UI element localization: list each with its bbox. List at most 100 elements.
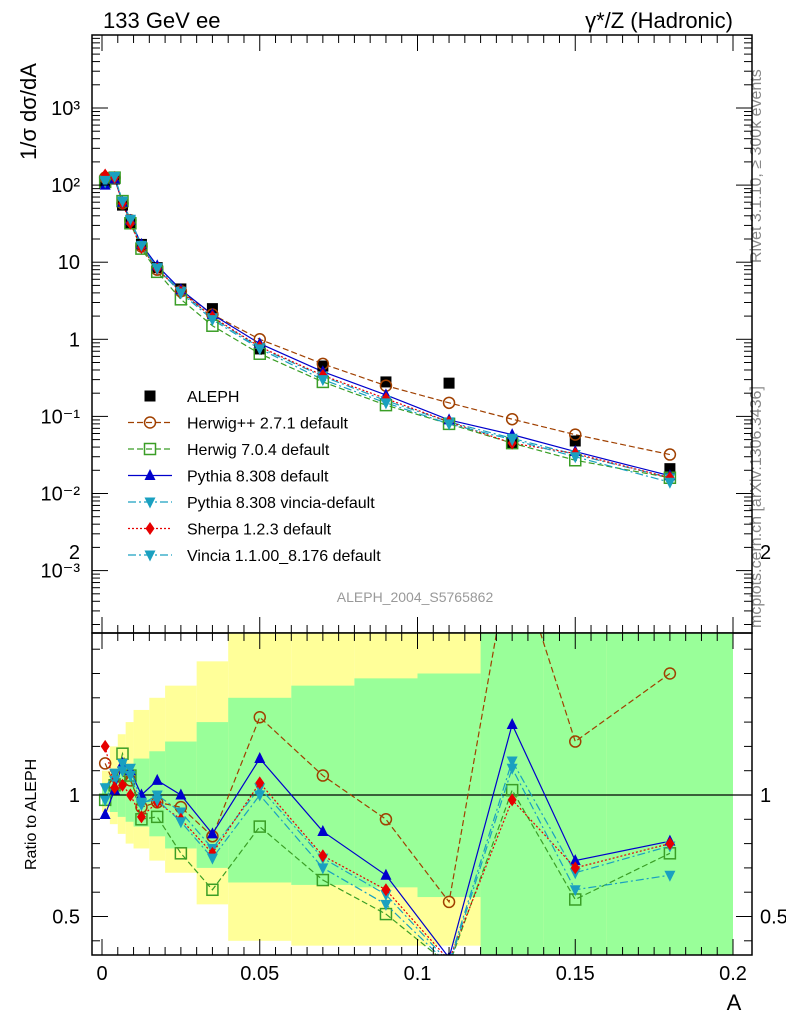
- ratio-series-point: [379, 813, 393, 826]
- data-point: [317, 375, 329, 387]
- ratio-series-point: [206, 883, 219, 897]
- ratio-series-point: [253, 710, 266, 724]
- ratio-y-tick-label-right: 2: [760, 542, 771, 564]
- legend-marker: [143, 416, 157, 429]
- ratio-series-point: [254, 790, 266, 802]
- data-point: [443, 377, 455, 389]
- ratio-series-point: [206, 853, 218, 865]
- legend-label: Pythia 8.308 vincia-default: [187, 495, 375, 512]
- x-tick-label: 0.05: [240, 963, 279, 985]
- legend-marker: [143, 442, 157, 456]
- ratio-series-point: [444, 958, 455, 969]
- rivet-version-label: Rivet 3.1.10, ≥ 300k events: [748, 69, 765, 263]
- main-frame: [91, 34, 753, 634]
- data-point: [151, 263, 163, 275]
- main-y-axis-label: 1/σ dσ/dA: [16, 63, 41, 160]
- ratio-series-point: [316, 769, 330, 782]
- ratio-series-point: [506, 763, 518, 775]
- ratio-series-point: [117, 758, 129, 770]
- data-point: [206, 315, 218, 327]
- uncertainty-band-green: [417, 673, 481, 898]
- uncertainty-band-green: [117, 770, 126, 817]
- ratio-series-point: [174, 847, 188, 860]
- ratio-series-point: [442, 895, 456, 909]
- ratio-series-point: [381, 883, 391, 897]
- data-point: [443, 419, 455, 431]
- ratio-series-point: [98, 757, 112, 770]
- ratio-series-point: [665, 837, 675, 851]
- ratio-series-point: [380, 899, 392, 911]
- ratio-series-point: [151, 795, 163, 807]
- ratio-series-point: [507, 539, 518, 550]
- legend-label: Vincia 1.1.00_8.176 default: [187, 548, 381, 565]
- ratio-series-point: [118, 778, 128, 792]
- x-tick-label: 0.1: [404, 963, 432, 985]
- ratio-y-tick-label-right: 1: [760, 785, 771, 807]
- data-point: [569, 452, 581, 464]
- main-plot-panel: 10⁻³ 10⁻² 10⁻¹ 1 10 10² 10³: [41, 34, 753, 634]
- data-point: [380, 376, 392, 388]
- ratio-series-point: [255, 776, 265, 790]
- y-tick-label: 10²: [51, 175, 80, 197]
- ratio-series-point: [99, 807, 111, 819]
- series-line: [104, 176, 671, 479]
- x-tick-label: 0: [96, 963, 107, 985]
- legend-marker: [144, 390, 156, 402]
- ratio-series-point: [124, 763, 136, 775]
- ratio-series-point: [253, 820, 266, 833]
- ratio-series-point: [507, 793, 517, 807]
- ratio-y-tick-label: 0.5: [52, 907, 80, 929]
- ratio-plot-panel: 0 0.05 0.1 0.15 0.2 0.5 0.5 1 1 2 2: [52, 539, 786, 985]
- ratio-series-point: [99, 795, 111, 807]
- legend-label: Sherpa 1.2.3 default: [187, 522, 332, 539]
- data-point: [569, 435, 581, 447]
- ratio-series-point: [175, 817, 187, 829]
- legend-label: Herwig 7.0.4 default: [187, 442, 330, 459]
- legend-label: Pythia 8.308 default: [187, 469, 329, 486]
- ratio-series-point: [569, 735, 582, 748]
- uncertainty-band-green: [543, 633, 607, 955]
- legend-label: Herwig++ 2.7.1 default: [187, 416, 349, 433]
- ratio-series-point: [317, 863, 329, 875]
- ratio-series-point: [125, 788, 135, 802]
- legend: ALEPH Herwig++ 2.7.1 default Herwig 7.0.4 …: [128, 389, 381, 565]
- ratio-series-point: [570, 861, 580, 875]
- series-line: [105, 177, 671, 456]
- legend-label: ALEPH: [187, 389, 239, 406]
- ratio-series-point: [316, 873, 330, 887]
- ratio-series-point: [444, 961, 455, 972]
- ratio-series-point: [664, 870, 676, 882]
- data-point: [664, 477, 676, 489]
- ratio-series-point: [124, 771, 136, 783]
- data-point: [569, 428, 582, 441]
- ratio-series-point: [151, 773, 163, 785]
- ratio-series-point: [100, 739, 110, 753]
- header-right: γ*/Z (Hadronic): [585, 8, 733, 33]
- y-tick-label: 10⁻²: [41, 484, 81, 506]
- x-tick-label: 0.2: [719, 963, 747, 985]
- y-tick-label: 10: [58, 252, 80, 274]
- ratio-series-point: [254, 752, 266, 764]
- data-point: [135, 240, 147, 252]
- y-tick-label: 10⁻³: [41, 561, 81, 583]
- ratio-series-point: [506, 718, 518, 730]
- ratio-series-point: [99, 783, 111, 795]
- series-line: [104, 176, 671, 479]
- y-tick-label: 10³: [51, 98, 80, 120]
- analysis-label: ALEPH_2004_S5765862: [337, 589, 494, 605]
- ratio-series-point: [109, 768, 121, 780]
- ratio-series-point: [150, 810, 164, 824]
- ratio-y-tick-label-right: 0.5: [760, 907, 786, 929]
- ratio-series-point: [110, 781, 120, 795]
- data-point: [664, 463, 676, 475]
- uncertainty-band-green: [606, 633, 733, 955]
- data-point: [663, 448, 677, 461]
- data-point: [254, 344, 266, 356]
- ratio-series-point: [175, 788, 187, 800]
- ratio-y-tick-label: 2: [69, 542, 80, 564]
- x-tick-label: 0.15: [556, 963, 595, 985]
- data-point: [117, 196, 129, 208]
- ratio-series-point: [206, 827, 218, 839]
- ratio-series-point: [663, 667, 677, 680]
